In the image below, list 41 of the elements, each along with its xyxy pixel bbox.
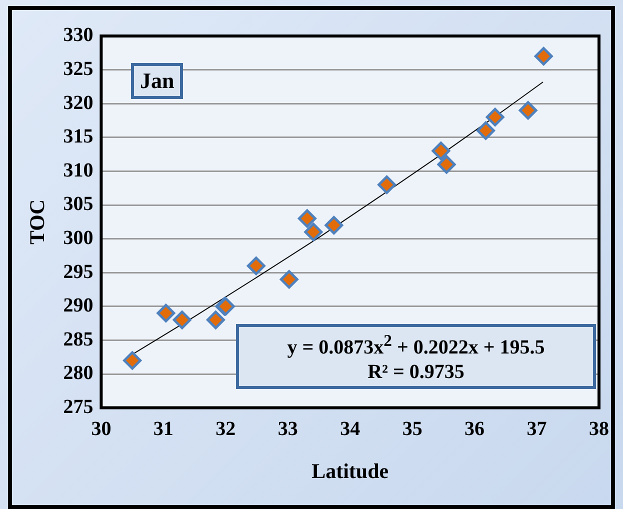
x-tick-label: 34 — [340, 418, 360, 440]
y-tick-label: 275 — [63, 396, 94, 418]
x-tick-label: 33 — [278, 418, 298, 440]
x-axis-title: Latitude — [312, 458, 389, 483]
y-tick-label: 325 — [63, 58, 94, 80]
y-tick-label: 295 — [63, 260, 94, 283]
point — [246, 256, 266, 276]
x-tick-label: 30 — [91, 418, 112, 440]
x-tick-label: 31 — [153, 418, 174, 440]
point — [378, 175, 396, 194]
y-tick-label: 330 — [63, 24, 94, 46]
point — [486, 108, 504, 126]
point — [304, 222, 323, 242]
y-tick-label: 300 — [63, 226, 94, 249]
equation-box: y = 0.0873x$^{2}$ + 0.2022x + 195.5 R² = 0.9735 — [236, 324, 596, 389]
x-tick-label: 38 — [589, 418, 609, 440]
point — [123, 351, 142, 370]
point — [172, 310, 192, 330]
point — [432, 142, 450, 160]
y-tick-label: 290 — [63, 294, 94, 317]
y-tick-label: 315 — [63, 126, 94, 148]
point — [280, 270, 298, 289]
point — [476, 121, 495, 140]
point — [534, 47, 553, 66]
point — [206, 310, 225, 330]
x-tick-label: 32 — [216, 418, 236, 440]
month-label-box: Jan — [131, 63, 184, 99]
x-tick-label: 37 — [526, 418, 547, 440]
point — [324, 216, 344, 235]
y-tick-label: 320 — [63, 92, 94, 114]
y-tick-label: 280 — [63, 362, 94, 384]
y-tick-label: 285 — [63, 328, 94, 350]
point — [518, 101, 538, 120]
y-tick-label: 310 — [63, 159, 94, 182]
y-tick-label: 305 — [63, 193, 94, 216]
point — [156, 304, 176, 322]
x-tick-label: 35 — [402, 418, 422, 440]
x-tick-label: 36 — [464, 418, 485, 440]
point — [298, 209, 316, 228]
point — [437, 155, 456, 174]
y-axis-title: TOC — [25, 199, 50, 244]
